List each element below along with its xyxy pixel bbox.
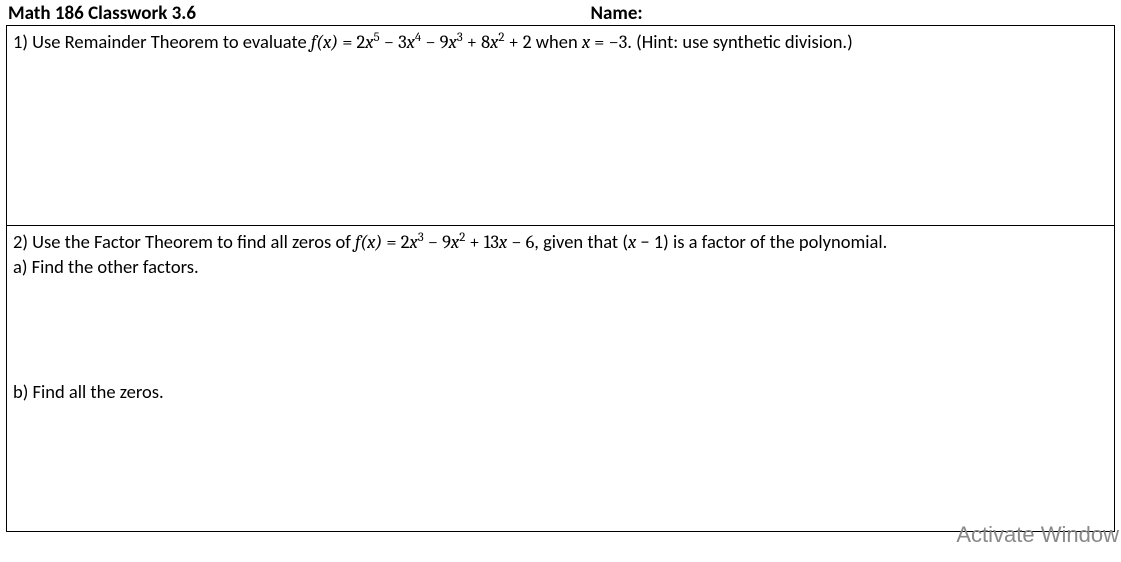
p2-part-a: a) Find the other factors. bbox=[13, 255, 1108, 280]
p1-t2-var: x bbox=[407, 31, 415, 53]
p2-eq: = bbox=[382, 231, 400, 253]
p2-t2-var: x bbox=[451, 231, 459, 253]
p1-eq2: = bbox=[590, 31, 608, 53]
p2-comma: , bbox=[534, 230, 543, 253]
p2-fx: f(x) bbox=[355, 231, 382, 253]
p2-given: given that ( bbox=[543, 230, 628, 253]
p1-fx: f(x) bbox=[311, 31, 338, 53]
problem-2: 2) Use the Factor Theorem to find all ze… bbox=[7, 226, 1114, 531]
p2-minus1: − bbox=[424, 231, 442, 253]
p1-xeq: x bbox=[582, 31, 590, 53]
p2-t3-coef: 13 bbox=[484, 231, 499, 253]
p1-minus2: − bbox=[421, 31, 439, 53]
worksheet-header: Math 186 Classwork 3.6 Name: bbox=[0, 0, 1121, 25]
p2-factor-var: x bbox=[628, 231, 636, 253]
p1-t2-coef: 3 bbox=[398, 31, 407, 53]
p2-t3-var: x bbox=[499, 231, 507, 253]
p2-t2-coef: 9 bbox=[442, 231, 451, 253]
p2-line1: 2) Use the Factor Theorem to find all ze… bbox=[13, 230, 1108, 255]
p1-t1-coef: 2 bbox=[357, 31, 366, 53]
p1-plus2: + bbox=[504, 31, 522, 53]
p1-t4-coef: 8 bbox=[481, 31, 490, 53]
p2-plus1: + bbox=[465, 231, 483, 253]
p1-plus1: + bbox=[463, 31, 481, 53]
p1-hint: . (Hint: use synthetic division.) bbox=[627, 30, 852, 53]
p2-t1-var: x bbox=[409, 231, 417, 253]
p2-lead: 2) Use the Factor Theorem to find all ze… bbox=[13, 230, 355, 253]
p2-workspace-a bbox=[13, 280, 1108, 380]
p1-when: when bbox=[532, 30, 582, 53]
p2-t4: 6 bbox=[526, 231, 535, 253]
p1-t1-var: x bbox=[365, 31, 373, 53]
problems-box: 1) Use Remainder Theorem to evaluate f(x… bbox=[6, 25, 1115, 532]
worksheet-title: Math 186 Classwork 3.6 bbox=[8, 2, 531, 25]
p2-part-b: b) Find all the zeros. bbox=[13, 380, 1108, 405]
p1-t5: 2 bbox=[523, 31, 532, 53]
p1-val: −3 bbox=[609, 31, 628, 53]
p2-factor-rest: − 1) is a factor of the polynomial. bbox=[636, 230, 887, 253]
p1-t3-coef: 9 bbox=[440, 31, 449, 53]
p1-eq: = bbox=[338, 31, 356, 53]
problem-1: 1) Use Remainder Theorem to evaluate f(x… bbox=[7, 26, 1114, 226]
p1-t3-var: x bbox=[449, 31, 457, 53]
p2-minus2: − bbox=[507, 231, 525, 253]
name-label: Name: bbox=[531, 2, 1114, 25]
p1-lead: 1) Use Remainder Theorem to evaluate bbox=[13, 30, 311, 53]
p1-minus1: − bbox=[380, 31, 398, 53]
